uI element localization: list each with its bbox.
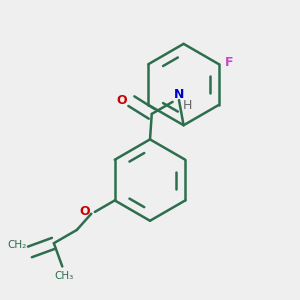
Text: CH₂: CH₂ [8, 240, 27, 250]
Text: O: O [80, 205, 90, 218]
Text: CH₃: CH₃ [55, 271, 74, 281]
Text: H: H [183, 99, 193, 112]
Text: N: N [174, 88, 184, 101]
Text: F: F [224, 56, 233, 69]
Text: O: O [116, 94, 127, 107]
